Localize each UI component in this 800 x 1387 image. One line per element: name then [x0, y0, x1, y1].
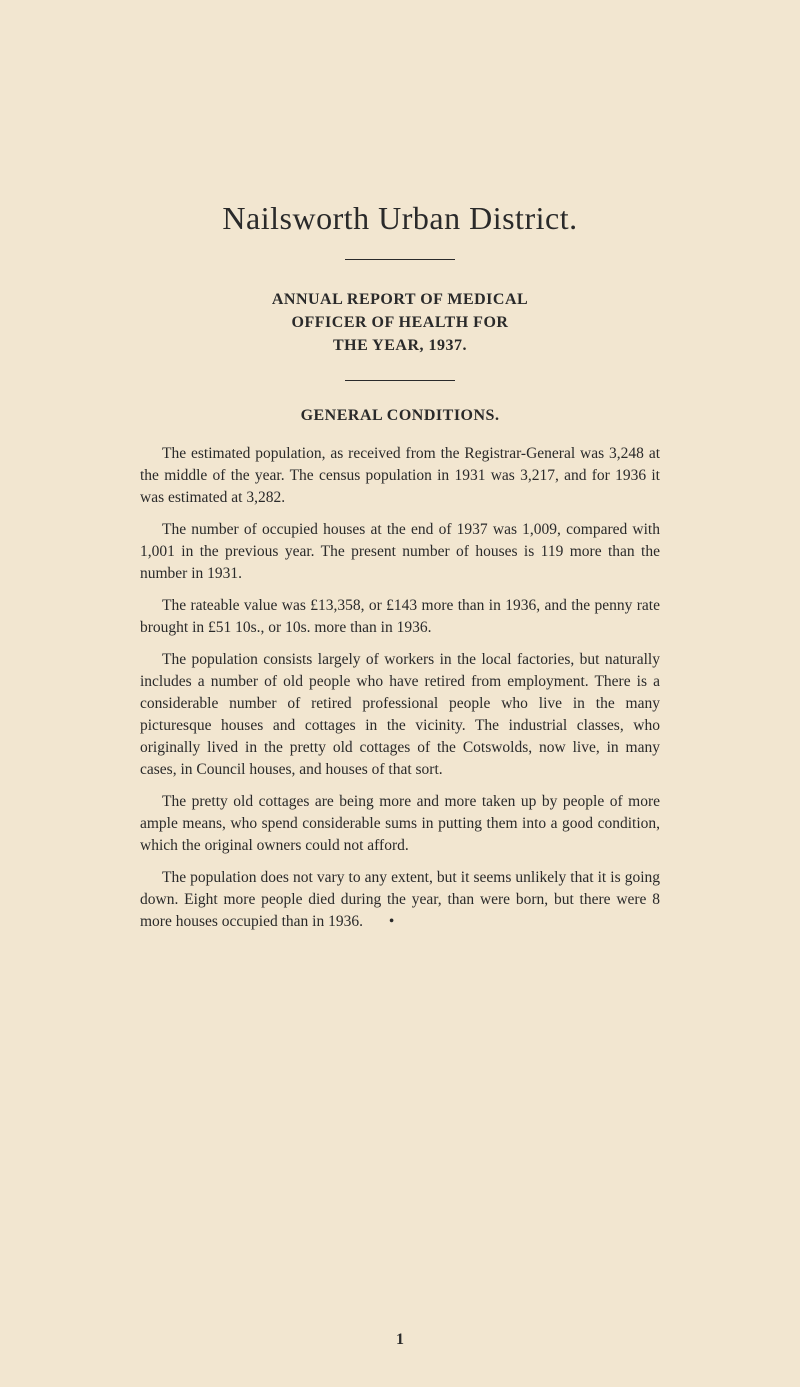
- document-title: Nailsworth Urban District.: [140, 200, 660, 237]
- section-heading: GENERAL CONDITIONS.: [140, 407, 660, 425]
- paragraph-text: The population does not vary to any exte…: [140, 869, 660, 930]
- trailing-mark: •: [367, 911, 394, 933]
- body-paragraph: The number of occupied houses at the end…: [140, 519, 660, 585]
- body-paragraph: The population consists largely of worke…: [140, 649, 660, 781]
- document-subtitle: ANNUAL REPORT OF MEDICAL OFFICER OF HEAL…: [140, 288, 660, 358]
- title-divider: [345, 259, 455, 260]
- subtitle-line-2: OFFICER OF HEALTH FOR: [292, 314, 509, 331]
- page-number: 1: [0, 1331, 800, 1349]
- document-page: Nailsworth Urban District. ANNUAL REPORT…: [0, 0, 800, 1387]
- subtitle-divider: [345, 380, 455, 381]
- body-paragraph: The estimated population, as received fr…: [140, 443, 660, 509]
- subtitle-line-3: THE YEAR, 1937.: [333, 337, 467, 354]
- body-paragraph: The population does not vary to any exte…: [140, 867, 660, 933]
- body-paragraph: The pretty old cottages are being more a…: [140, 791, 660, 857]
- subtitle-line-1: ANNUAL REPORT OF MEDICAL: [272, 291, 528, 308]
- body-paragraph: The rateable value was £13,358, or £143 …: [140, 595, 660, 639]
